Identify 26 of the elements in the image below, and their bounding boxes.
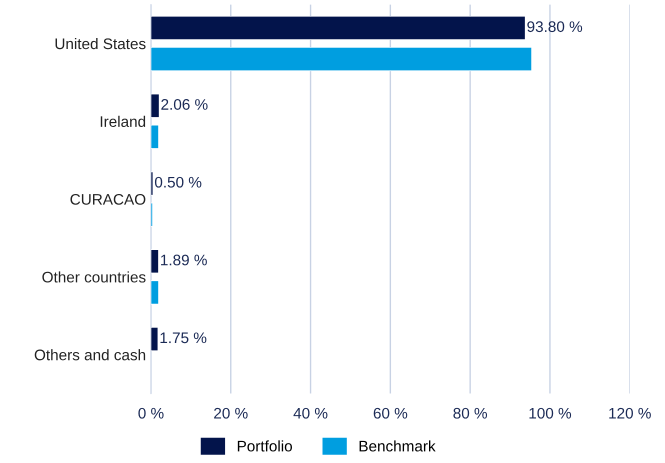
x-tick-label: 60 % <box>374 408 408 419</box>
y-tick-label: Others and cash <box>34 349 146 360</box>
bar <box>150 280 159 304</box>
y-tick-label: Other countries <box>42 271 146 283</box>
y-tick-label: United States <box>56 38 146 50</box>
x-tick-label: 20 % <box>214 408 248 419</box>
legend-label: Portfolio <box>238 440 292 452</box>
data-label: 2.06 % <box>161 99 208 110</box>
bar <box>150 94 160 118</box>
x-tick-label: 80 % <box>453 408 488 419</box>
data-label: 1.89 % <box>161 254 207 266</box>
data-label: 93.80 % <box>527 21 582 32</box>
bar <box>150 47 532 72</box>
bar <box>150 249 159 274</box>
bar <box>150 124 159 149</box>
data-label: 1.75 % <box>160 332 206 344</box>
y-tick-label: CURACAO <box>70 194 146 205</box>
data-label: 0.50 % <box>154 176 202 188</box>
bar <box>150 16 526 40</box>
x-tick-label: 120 % <box>609 408 651 419</box>
legend-label: Benchmark <box>360 440 436 452</box>
x-tick-label: 100 % <box>529 408 572 419</box>
x-tick-label: 40 % <box>293 408 328 419</box>
x-tick-label: 0 % <box>138 408 164 419</box>
bar <box>150 327 158 352</box>
y-tick-label: Ireland <box>100 116 146 127</box>
